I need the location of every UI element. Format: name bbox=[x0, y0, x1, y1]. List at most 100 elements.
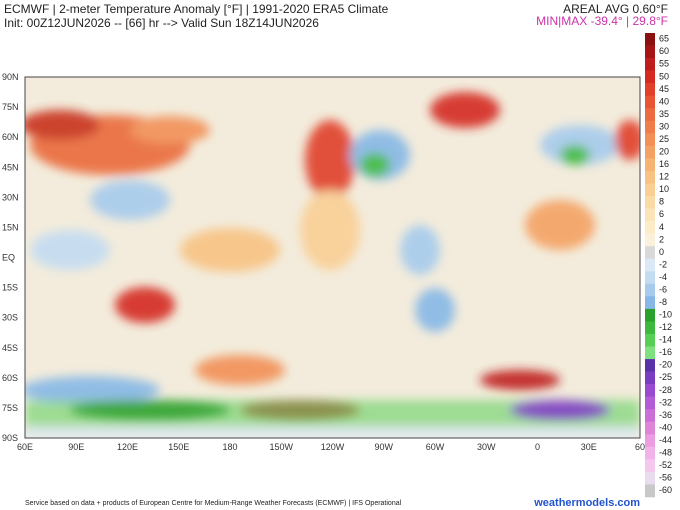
colorbar-swatch bbox=[645, 308, 655, 322]
colorbar-swatch bbox=[645, 120, 655, 134]
longitude-label: 150E bbox=[168, 442, 189, 452]
colorbar-label: -60 bbox=[659, 485, 672, 495]
longitude-label: 60 bbox=[635, 442, 645, 452]
latitude-label: 75S bbox=[2, 403, 18, 413]
colorbar-label: 40 bbox=[659, 96, 669, 106]
colorbar-swatch bbox=[645, 258, 655, 272]
colorbar-swatch bbox=[645, 83, 655, 97]
colorbar-label: 0 bbox=[659, 247, 664, 257]
colorbar-label: 10 bbox=[659, 184, 669, 194]
colorbar-label: -25 bbox=[659, 372, 672, 382]
anomaly-field bbox=[25, 77, 640, 438]
colorbar-swatch bbox=[645, 333, 655, 347]
brand: weathermodels.com bbox=[533, 497, 640, 509]
colorbar-label: 16 bbox=[659, 159, 669, 169]
areal-average: AREAL AVG 0.60°F bbox=[563, 2, 668, 16]
colorbar-label: -44 bbox=[659, 435, 672, 445]
colorbar-label: -48 bbox=[659, 447, 672, 457]
latitude-label: 15S bbox=[2, 283, 18, 293]
colorbar-label: 30 bbox=[659, 121, 669, 131]
longitude-label: 120E bbox=[117, 442, 138, 452]
colorbar-swatch bbox=[645, 296, 655, 310]
colorbar-swatch bbox=[645, 371, 655, 385]
colorbar-swatch bbox=[645, 70, 655, 84]
colorbar-swatch bbox=[645, 434, 655, 448]
colorbar-swatch bbox=[645, 58, 655, 71]
longitude-label: 30E bbox=[581, 442, 597, 452]
colorbar-swatch bbox=[645, 208, 655, 222]
colorbar-label: -36 bbox=[659, 410, 672, 420]
colorbar-swatch bbox=[645, 33, 655, 46]
colorbar-label: -32 bbox=[659, 397, 672, 407]
colorbar-swatch bbox=[645, 359, 655, 372]
colorbar-swatch bbox=[645, 145, 655, 159]
longitude-label: 150W bbox=[269, 442, 293, 452]
longitude-label: 60E bbox=[17, 442, 33, 452]
colorbar-label: -28 bbox=[659, 385, 672, 395]
colorbar-swatch bbox=[645, 45, 655, 59]
colorbar-label: 25 bbox=[659, 134, 669, 144]
colorbar-label: 6 bbox=[659, 209, 664, 219]
colorbar-label: 60 bbox=[659, 46, 669, 56]
colorbar-swatch bbox=[645, 221, 655, 234]
colorbar-label: -8 bbox=[659, 297, 667, 307]
colorbar-swatch bbox=[645, 108, 655, 122]
min-max: MIN|MAX -39.4° | 29.8°F bbox=[536, 14, 668, 28]
credit: Service based on data + products of Euro… bbox=[25, 500, 402, 507]
latitude-label: 75N bbox=[2, 102, 19, 112]
colorbar-swatch bbox=[645, 321, 655, 335]
colorbar-swatch bbox=[645, 471, 655, 485]
colorbar-label: 12 bbox=[659, 172, 669, 182]
colorbar-swatch bbox=[645, 446, 655, 460]
latitude-label: 90S bbox=[2, 433, 18, 443]
colorbar-swatch bbox=[645, 271, 655, 285]
latitude-label: 90N bbox=[2, 72, 19, 82]
colorbar-label: -16 bbox=[659, 347, 672, 357]
colorbar-label: 50 bbox=[659, 71, 669, 81]
colorbar-swatch bbox=[645, 246, 655, 260]
latitude-label: 60N bbox=[2, 132, 19, 142]
colorbar-label: -4 bbox=[659, 272, 667, 282]
colorbar-label: 45 bbox=[659, 84, 669, 94]
map-frame bbox=[24, 76, 641, 439]
longitude-label: 0 bbox=[535, 442, 540, 452]
colorbar-label: -6 bbox=[659, 284, 667, 294]
latitude-label: EQ bbox=[2, 253, 15, 263]
latitude-label: 60S bbox=[2, 373, 18, 383]
colorbar-label: -14 bbox=[659, 335, 672, 345]
colorbar-label: 4 bbox=[659, 222, 664, 232]
colorbar-label: -12 bbox=[659, 322, 672, 332]
longitude-label: 60W bbox=[426, 442, 445, 452]
colorbar-label: -10 bbox=[659, 310, 672, 320]
colorbar-swatch bbox=[645, 484, 655, 498]
longitude-label: 30W bbox=[477, 442, 496, 452]
latitude-label: 15N bbox=[2, 222, 19, 232]
colorbar-swatch bbox=[645, 133, 655, 147]
colorbar-swatch bbox=[645, 459, 655, 473]
colorbar-swatch bbox=[645, 158, 655, 172]
colorbar-swatch bbox=[645, 233, 655, 247]
colorbar-label: 55 bbox=[659, 59, 669, 69]
colorbar-label: 65 bbox=[659, 34, 669, 44]
longitude-label: 180 bbox=[222, 442, 237, 452]
colorbar-label: -56 bbox=[659, 473, 672, 483]
colorbar-label: 20 bbox=[659, 147, 669, 157]
colorbar-swatch bbox=[645, 409, 655, 423]
colorbar-label: 2 bbox=[659, 234, 664, 244]
latitude-label: 30S bbox=[2, 313, 18, 323]
colorbar-label: 8 bbox=[659, 197, 664, 207]
longitude-label: 90W bbox=[374, 442, 393, 452]
colorbar-swatch bbox=[645, 283, 655, 297]
colorbar-label: -52 bbox=[659, 460, 672, 470]
colorbar-swatch bbox=[645, 95, 655, 109]
colorbar-label: -20 bbox=[659, 360, 672, 370]
latitude-label: 45N bbox=[2, 162, 19, 172]
latitude-label: 45S bbox=[2, 343, 18, 353]
colorbar-swatch bbox=[645, 346, 655, 360]
colorbar-label: 35 bbox=[659, 109, 669, 119]
colorbar-label: -40 bbox=[659, 422, 672, 432]
longitude-label: 120W bbox=[321, 442, 345, 452]
colorbar-label: -2 bbox=[659, 259, 667, 269]
